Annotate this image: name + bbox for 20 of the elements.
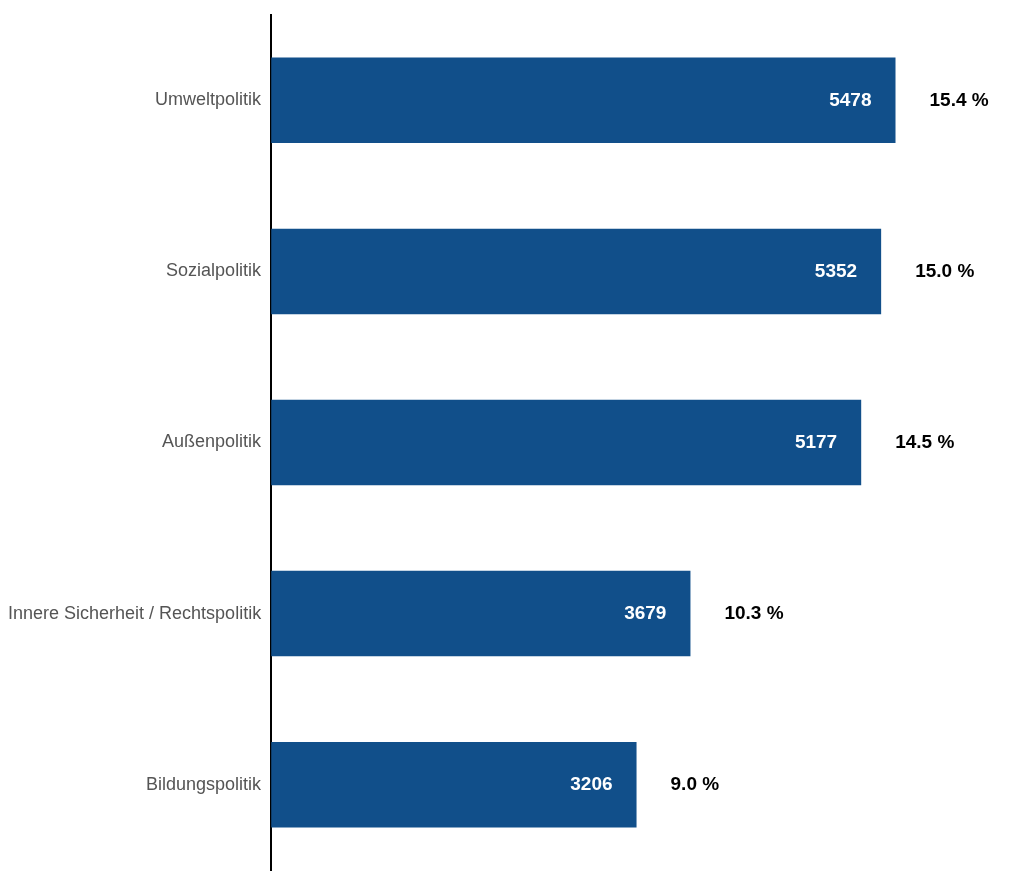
y-tick-label: Innere Sicherheit / Rechtspolitik [8, 602, 263, 623]
annotation: 14.5 % [895, 430, 955, 452]
data-label: 5177 [794, 430, 838, 452]
bar [271, 570, 691, 657]
bar [271, 228, 882, 315]
data-label: 5478 [829, 88, 872, 110]
y-tick-label: Bildungspolitik [146, 773, 263, 794]
y-tick-label: Umweltpolitik [155, 89, 263, 110]
y-tick-label: Außenpolitik [162, 431, 263, 452]
y-tick-label: Sozialpolitik [166, 260, 263, 281]
annotation: 9.0 % [670, 772, 720, 794]
data-label: 3679 [624, 601, 667, 623]
data-label: 3206 [570, 772, 613, 794]
data-label: 5352 [814, 259, 858, 281]
annotation: 10.3 % [724, 601, 784, 623]
annotation: 15.0 % [915, 259, 975, 281]
bar [271, 57, 896, 144]
bar [271, 399, 862, 486]
annotation: 15.4 % [929, 88, 989, 110]
bar [271, 741, 637, 828]
